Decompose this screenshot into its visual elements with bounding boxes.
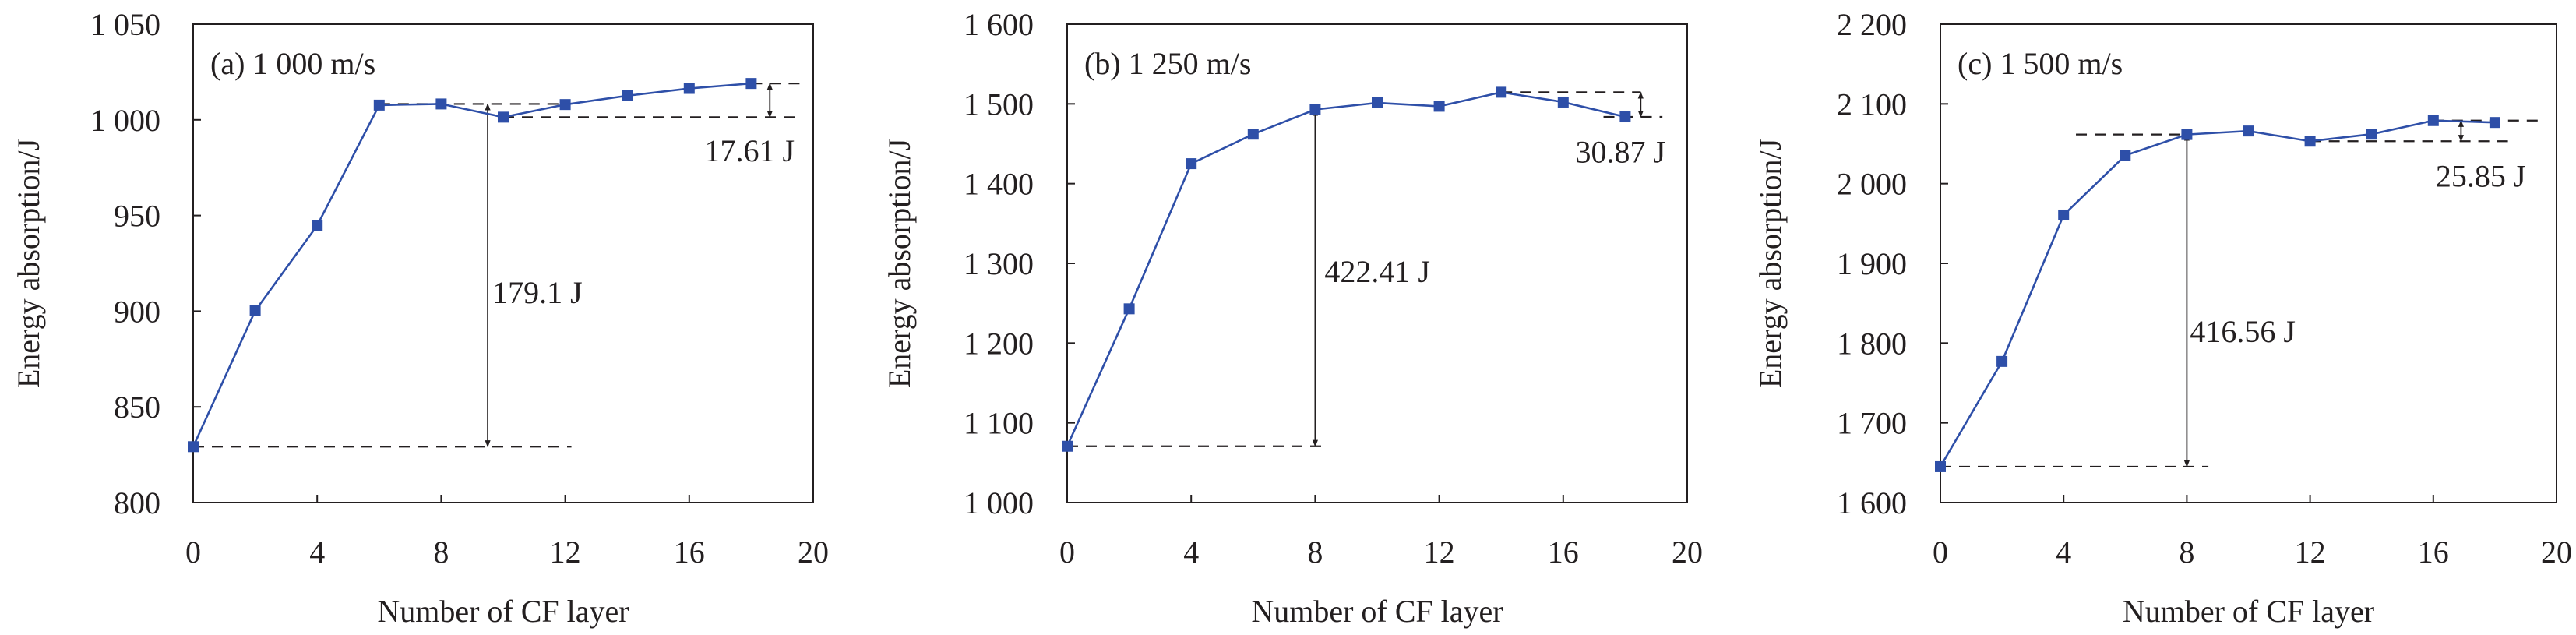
x-tick-label: 4 bbox=[2056, 534, 2071, 570]
y-tick-label: 1 500 bbox=[964, 86, 1034, 122]
annotation-label: 30.87 J bbox=[1576, 135, 1666, 170]
annotation-label: 17.61 J bbox=[705, 133, 795, 168]
x-tick-label: 8 bbox=[433, 534, 449, 570]
annotation-label: 25.85 J bbox=[2436, 158, 2526, 193]
x-axis-label: Number of CF layer bbox=[377, 594, 629, 629]
y-axis-label: Energy absorption/J bbox=[1753, 139, 1788, 388]
data-point bbox=[2181, 129, 2193, 140]
y-tick-label: 1 050 bbox=[90, 7, 160, 42]
data-point bbox=[683, 83, 695, 94]
y-tick-label: 1 600 bbox=[1837, 485, 1907, 520]
x-axis-label: Number of CF layer bbox=[1251, 594, 1503, 629]
y-tick-label: 1 700 bbox=[1837, 406, 1907, 441]
data-point bbox=[2243, 125, 2254, 137]
chart-title: (c) 1 500 m/s bbox=[1958, 46, 2123, 81]
x-tick-label: 8 bbox=[2179, 534, 2194, 570]
plot-frame bbox=[192, 23, 814, 503]
data-point bbox=[373, 99, 385, 111]
annotation-0: 179.1 J bbox=[193, 103, 583, 448]
annotation-label: 416.56 J bbox=[2190, 314, 2296, 349]
y-tick-label: 1 400 bbox=[964, 167, 1034, 202]
x-tick-label: 16 bbox=[2418, 534, 2449, 570]
y-axis-label: Energy absorption/J bbox=[882, 139, 917, 388]
x-tick-label: 12 bbox=[1424, 534, 1455, 570]
data-point bbox=[1123, 303, 1135, 315]
series-line bbox=[1066, 91, 1626, 447]
chart-panel-0: 0 4 8 12 16 20 800 850 900 950 1 000 1 050 Number of… bbox=[11, 7, 829, 629]
y-tick-label: 1 900 bbox=[1837, 246, 1907, 281]
y-tick-label: 900 bbox=[114, 294, 160, 329]
x-tick-label: 4 bbox=[1183, 534, 1199, 570]
x-tick-label: 0 bbox=[185, 534, 201, 570]
x-tick-label: 12 bbox=[2295, 534, 2326, 570]
data-point bbox=[1935, 460, 1946, 472]
data-point bbox=[2120, 150, 2131, 161]
chart-panel-1: 0 4 8 12 16 20 1 000 1 100 1 200 1 300 1 400 1 500 1… bbox=[882, 7, 1703, 629]
x-tick-label: 4 bbox=[309, 534, 325, 570]
y-tick-label: 1 200 bbox=[964, 326, 1034, 361]
annotation-1: 17.61 J bbox=[503, 83, 802, 168]
data-point bbox=[188, 441, 199, 453]
data-point bbox=[249, 305, 261, 316]
y-tick-label: 950 bbox=[114, 199, 160, 234]
x-axis-label: Number of CF layer bbox=[2123, 594, 2374, 629]
data-point bbox=[1372, 97, 1383, 109]
y-tick-label: 800 bbox=[114, 485, 160, 520]
y-tick-label: 1 600 bbox=[964, 7, 1034, 42]
data-point bbox=[312, 220, 323, 231]
data-point bbox=[1062, 440, 1073, 452]
annotation-0: 416.56 J bbox=[1940, 133, 2296, 468]
y-tick-label: 2 200 bbox=[1837, 7, 1907, 42]
data-point bbox=[1619, 111, 1631, 123]
y-tick-label: 1 800 bbox=[1837, 326, 1907, 361]
x-tick-label: 8 bbox=[1307, 534, 1323, 570]
x-tick-label: 0 bbox=[1059, 534, 1075, 570]
y-tick-label: 2 000 bbox=[1837, 167, 1907, 202]
data-point bbox=[559, 99, 571, 111]
data-point bbox=[1433, 101, 1445, 112]
annotation-0: 422.41 J bbox=[1067, 108, 1430, 447]
y-tick-label: 1 000 bbox=[964, 485, 1034, 520]
annotation-1: 30.87 J bbox=[1501, 91, 1666, 170]
y-tick-label: 2 100 bbox=[1837, 86, 1907, 122]
y-tick-label: 1 100 bbox=[964, 406, 1034, 441]
data-point bbox=[498, 111, 509, 123]
data-point bbox=[2366, 129, 2377, 140]
chart-panel-2: 0 4 8 12 16 20 1 600 1 700 1 800 1 900 2 000 2 100 2… bbox=[1753, 7, 2572, 629]
y-tick-label: 850 bbox=[114, 390, 160, 425]
series-line bbox=[192, 82, 752, 447]
data-point bbox=[435, 98, 447, 110]
x-tick-label: 20 bbox=[2541, 534, 2572, 570]
data-point bbox=[1496, 86, 1507, 98]
y-tick-label: 1 300 bbox=[964, 246, 1034, 281]
x-tick-label: 16 bbox=[674, 534, 705, 570]
data-point bbox=[2304, 136, 2316, 147]
data-point bbox=[1186, 158, 1197, 170]
data-point bbox=[2427, 115, 2439, 126]
annotation-label: 422.41 J bbox=[1324, 254, 1430, 289]
data-point bbox=[1247, 129, 1259, 140]
data-point bbox=[2489, 117, 2500, 129]
data-point bbox=[745, 78, 757, 90]
series-line bbox=[1939, 119, 2495, 467]
chart-title: (a) 1 000 m/s bbox=[210, 46, 375, 81]
data-point bbox=[622, 90, 633, 101]
x-tick-label: 16 bbox=[1548, 534, 1579, 570]
data-point bbox=[1309, 104, 1321, 115]
x-tick-label: 20 bbox=[798, 534, 829, 570]
annotation-1: 25.85 J bbox=[2310, 119, 2545, 193]
chart-title: (b) 1 250 m/s bbox=[1084, 46, 1251, 81]
annotation-label: 179.1 J bbox=[492, 275, 583, 310]
x-tick-label: 12 bbox=[550, 534, 581, 570]
data-point bbox=[1557, 96, 1569, 108]
plot-frame bbox=[1940, 23, 2557, 503]
y-axis-label: Energy absorption/J bbox=[11, 139, 46, 388]
x-tick-label: 20 bbox=[1672, 534, 1703, 570]
data-point bbox=[1996, 355, 2008, 367]
data-point bbox=[2058, 209, 2070, 220]
y-tick-label: 1 000 bbox=[90, 103, 160, 138]
x-tick-label: 0 bbox=[1933, 534, 1948, 570]
